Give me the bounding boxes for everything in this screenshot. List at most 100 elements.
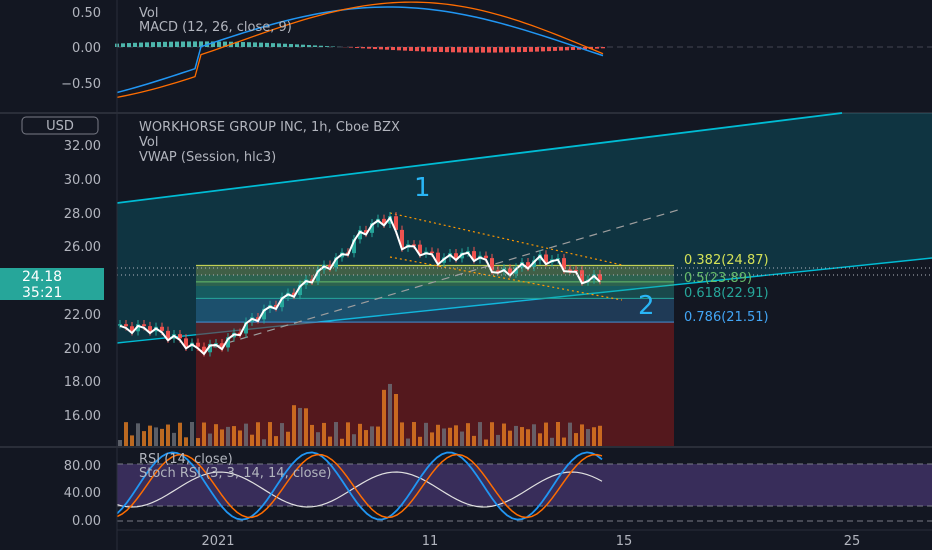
last-price-value: 24.18 bbox=[22, 269, 62, 285]
macd-histogram-bar bbox=[319, 45, 323, 47]
volume-bar bbox=[166, 424, 170, 446]
volume-bar bbox=[286, 431, 290, 446]
macd-histogram-bar bbox=[157, 41, 161, 47]
candle-body bbox=[364, 230, 368, 233]
macd-histogram-bar bbox=[553, 47, 557, 51]
candle-body bbox=[280, 296, 284, 308]
macd-histogram-bar bbox=[535, 47, 539, 52]
macd-histogram-bar bbox=[325, 46, 329, 47]
legend-vwap[interactable]: VWAP (Session, hlc3) bbox=[139, 150, 276, 165]
fib-label: 0.5(23.89) bbox=[684, 271, 752, 286]
price-axis[interactable]: 32.00 30.00 28.00 26.00 22.00 20.00 18.0… bbox=[64, 139, 101, 424]
macd-histogram-bar bbox=[445, 47, 449, 53]
macd-histogram-bar bbox=[163, 41, 167, 47]
macd-histogram-bar bbox=[457, 47, 461, 53]
candle-body bbox=[310, 279, 314, 281]
macd-histogram-bar bbox=[187, 41, 191, 47]
volume-bar bbox=[298, 407, 302, 446]
volume-bar bbox=[538, 433, 542, 446]
macd-histogram-bar bbox=[151, 42, 155, 47]
volume-bar bbox=[520, 427, 524, 446]
volume-bar bbox=[472, 435, 476, 446]
volume-bar bbox=[448, 427, 452, 446]
time-axis[interactable]: 2021 11 15 25 bbox=[117, 529, 932, 549]
macd-histogram-bar bbox=[595, 47, 599, 49]
macd-histogram-bar bbox=[403, 47, 407, 51]
volume-bar bbox=[514, 425, 518, 446]
volume-bar bbox=[544, 422, 548, 446]
volume-bar bbox=[346, 422, 350, 446]
macd-histogram-bar bbox=[559, 47, 563, 51]
macd-histogram-bar bbox=[409, 47, 413, 51]
macd-pane[interactable]: Vol MACD (12, 26, close, 9) 0.50 0.00 −0… bbox=[61, 0, 932, 112]
volume-bar bbox=[124, 422, 128, 446]
candle-body bbox=[244, 321, 248, 334]
volume-bar bbox=[496, 434, 500, 446]
candle-body bbox=[118, 324, 122, 326]
fib-zone bbox=[196, 275, 674, 286]
volume-bar bbox=[400, 422, 404, 446]
volume-bar bbox=[118, 440, 122, 446]
macd-histogram-bar bbox=[181, 41, 185, 47]
macd-histogram-bar bbox=[313, 45, 317, 47]
currency-button[interactable]: USD bbox=[21, 116, 99, 135]
vwap-line bbox=[119, 216, 601, 356]
macd-axis-label: 0.00 bbox=[72, 41, 101, 56]
annotation-wave-1[interactable]: 1 bbox=[414, 173, 431, 203]
rsi-pane[interactable]: RSI (14, close) Stoch RSI (3, 3, 14, 14,… bbox=[64, 451, 932, 529]
range-box[interactable] bbox=[196, 322, 674, 446]
stoch-k-line bbox=[116, 451, 603, 521]
candle-body bbox=[298, 284, 302, 296]
volume-bar bbox=[340, 438, 344, 446]
candle-body bbox=[226, 337, 230, 348]
volume-bar bbox=[262, 439, 266, 446]
volume-bar bbox=[358, 423, 362, 446]
volume-bar bbox=[532, 424, 536, 446]
candle-body bbox=[334, 257, 338, 268]
candle-body bbox=[274, 304, 278, 308]
volume-bar bbox=[424, 422, 428, 446]
macd-histogram-bar bbox=[271, 43, 275, 47]
volume-bar bbox=[412, 422, 416, 446]
macd-histogram-bar bbox=[505, 47, 509, 53]
volume-bar bbox=[250, 434, 254, 446]
fib-zone bbox=[196, 298, 674, 321]
macd-histogram-bar bbox=[433, 47, 437, 52]
macd-histogram-bar bbox=[295, 44, 299, 47]
candle-body bbox=[136, 324, 140, 332]
macd-histogram-bar bbox=[169, 41, 173, 47]
main-pane[interactable]: 1 2 0.382(24.87) 0.5(23.89) 0.618(22.91)… bbox=[0, 112, 932, 446]
symbol-title[interactable]: WORKHORSE GROUP INC, 1h, Cboe BZX bbox=[139, 120, 400, 135]
volume-bar bbox=[280, 423, 284, 446]
volume-bar bbox=[502, 423, 506, 446]
annotation-wave-2[interactable]: 2 bbox=[638, 291, 655, 321]
volume-bar bbox=[370, 426, 374, 446]
stoch-rsi-legend[interactable]: Stoch RSI (3, 3, 14, 14, close) bbox=[139, 466, 331, 481]
macd-histogram-bar bbox=[397, 47, 401, 51]
legend-vol[interactable]: Vol bbox=[139, 135, 158, 150]
volume-bar bbox=[268, 422, 272, 446]
candle-body bbox=[130, 326, 134, 332]
candle-body bbox=[292, 292, 296, 296]
candle-body bbox=[598, 274, 602, 281]
triangle-lower-line[interactable] bbox=[389, 256, 623, 301]
parallel-channel-fill bbox=[117, 113, 932, 343]
candle-body bbox=[508, 268, 512, 274]
candle-body bbox=[496, 270, 500, 272]
price-axis-label: 16.00 bbox=[64, 409, 101, 424]
rsi-legend[interactable]: RSI (14, close) bbox=[139, 452, 233, 467]
last-price-badge: 24.18 bbox=[0, 268, 104, 285]
price-axis-label: 18.00 bbox=[64, 375, 101, 390]
macd-histogram-bar bbox=[193, 41, 197, 47]
volume-bar bbox=[442, 428, 446, 446]
macd-histogram-bar bbox=[139, 42, 143, 47]
channel-upper-line[interactable] bbox=[116, 112, 843, 204]
volume-bar bbox=[388, 383, 392, 446]
macd-axis-label: −0.50 bbox=[61, 77, 101, 92]
volume-bar bbox=[334, 422, 338, 446]
macd-histogram-bar bbox=[277, 43, 281, 47]
macd-histogram-bar bbox=[265, 42, 269, 47]
candle-body bbox=[562, 258, 566, 270]
time-axis-label: 15 bbox=[616, 534, 633, 549]
